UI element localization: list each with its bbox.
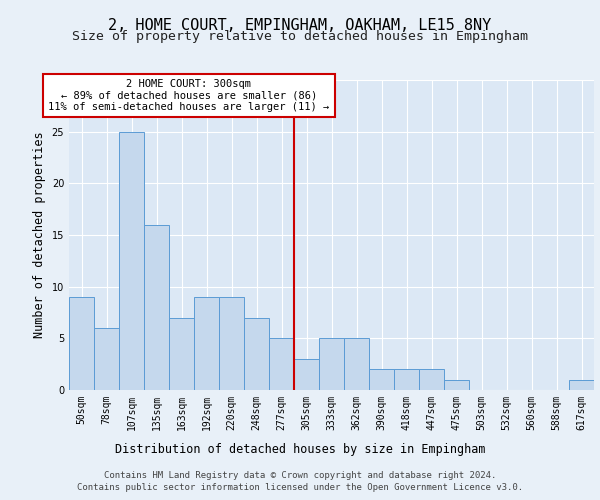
Text: 2 HOME COURT: 300sqm
← 89% of detached houses are smaller (86)
11% of semi-detac: 2 HOME COURT: 300sqm ← 89% of detached h… [49, 79, 329, 112]
Bar [394, 370, 419, 390]
Bar [144, 224, 169, 390]
Bar [219, 297, 244, 390]
Bar [294, 359, 319, 390]
Bar [119, 132, 144, 390]
Bar [244, 318, 269, 390]
Bar [569, 380, 594, 390]
Bar [194, 297, 219, 390]
Bar [269, 338, 294, 390]
Text: Contains public sector information licensed under the Open Government Licence v3: Contains public sector information licen… [77, 482, 523, 492]
Text: Contains HM Land Registry data © Crown copyright and database right 2024.: Contains HM Land Registry data © Crown c… [104, 471, 496, 480]
Bar [69, 297, 94, 390]
Y-axis label: Number of detached properties: Number of detached properties [33, 132, 46, 338]
Text: Size of property relative to detached houses in Empingham: Size of property relative to detached ho… [72, 30, 528, 43]
Bar [419, 370, 444, 390]
Bar [169, 318, 194, 390]
Bar [344, 338, 369, 390]
Bar [94, 328, 119, 390]
Text: Distribution of detached houses by size in Empingham: Distribution of detached houses by size … [115, 442, 485, 456]
Text: 2, HOME COURT, EMPINGHAM, OAKHAM, LE15 8NY: 2, HOME COURT, EMPINGHAM, OAKHAM, LE15 8… [109, 18, 491, 32]
Bar [369, 370, 394, 390]
Bar [444, 380, 469, 390]
Bar [319, 338, 344, 390]
